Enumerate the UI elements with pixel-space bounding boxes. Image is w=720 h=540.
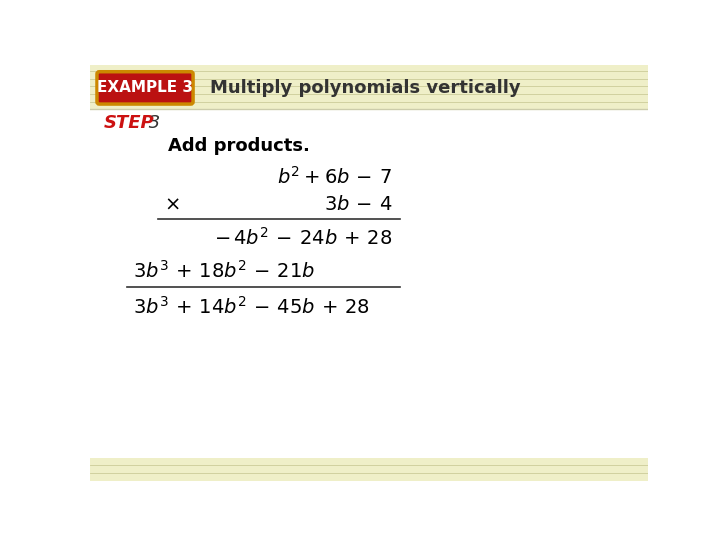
Text: Add products.: Add products. [168, 137, 310, 154]
Text: $b^2 + 6b\,-\,7$: $b^2 + 6b\,-\,7$ [277, 165, 392, 187]
Text: Multiply polynomials vertically: Multiply polynomials vertically [210, 79, 521, 97]
Text: 3: 3 [143, 113, 160, 132]
Text: $\times$: $\times$ [163, 196, 179, 214]
Text: $3b^3\,+\,14b^2\,-\,45b\,+\,28$: $3b^3\,+\,14b^2\,-\,45b\,+\,28$ [132, 296, 369, 318]
Text: EXAMPLE 3: EXAMPLE 3 [97, 80, 193, 96]
Text: STEP: STEP [104, 113, 155, 132]
Text: $3b\,-\,4$: $3b\,-\,4$ [324, 195, 392, 214]
Text: $3b^3\,+\,18b^2\,-\,21b$: $3b^3\,+\,18b^2\,-\,21b$ [132, 260, 315, 282]
FancyBboxPatch shape [97, 72, 193, 104]
Text: $-\,4b^2\,-\,24b\,+\,28$: $-\,4b^2\,-\,24b\,+\,28$ [214, 227, 392, 249]
Bar [90, 457, 648, 481]
Bar [90, 65, 648, 110]
